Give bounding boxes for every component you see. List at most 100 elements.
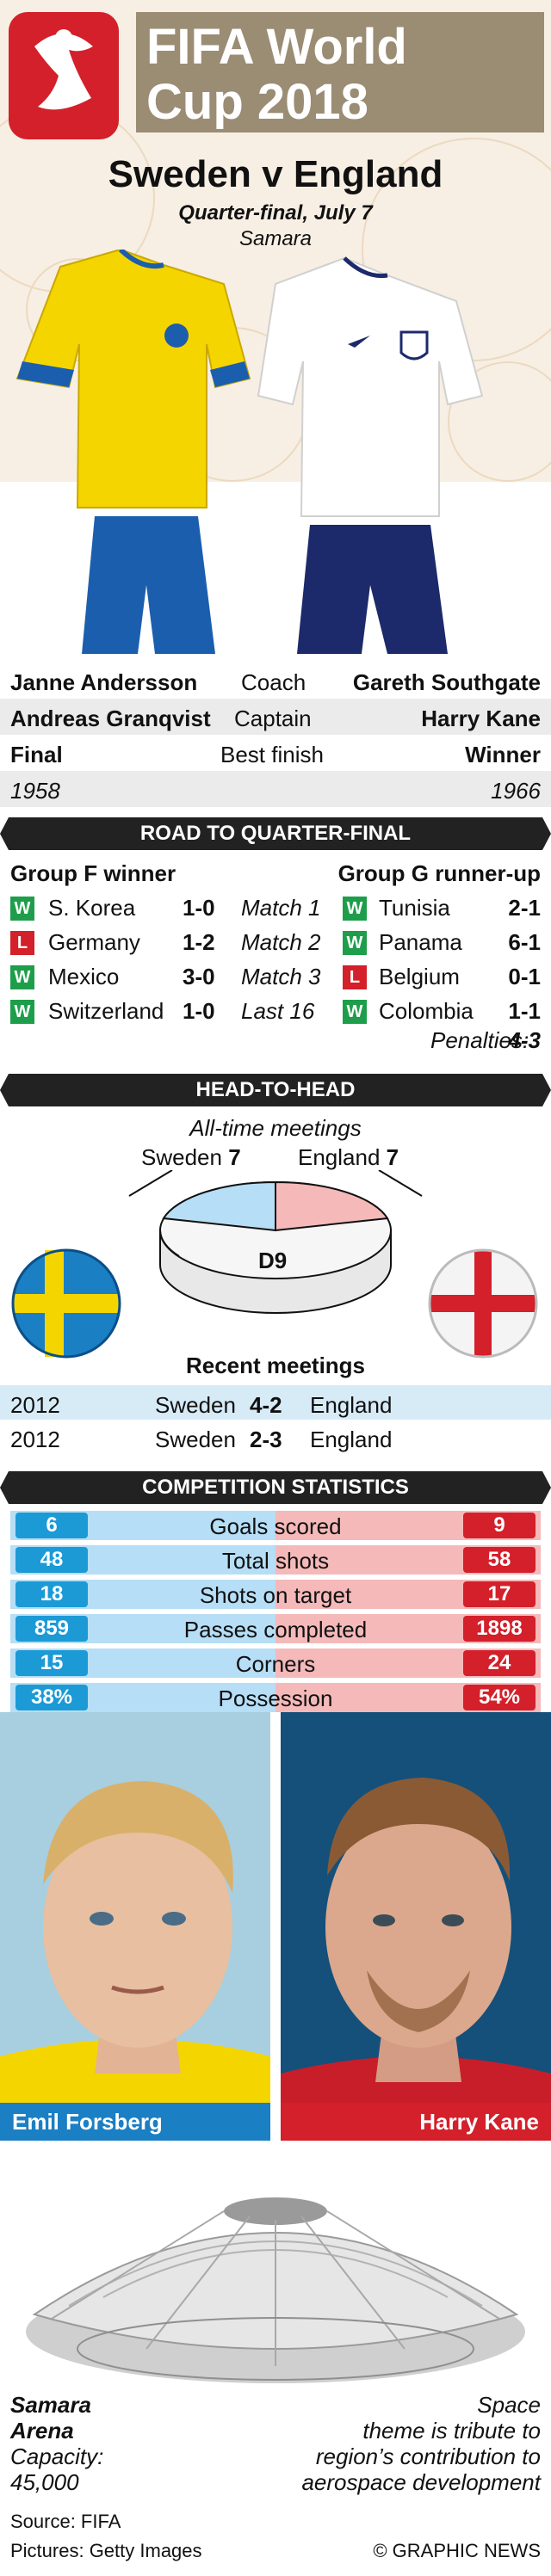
penalties-score: 4-3: [508, 1027, 541, 1053]
match-score: 2-1: [508, 895, 541, 921]
penalties-label: Penalties:: [430, 1027, 529, 1053]
stat-row: 6 9 Goals scored: [10, 1511, 541, 1540]
result-badge: W: [343, 1000, 367, 1024]
stat-row: 15 24 Corners: [10, 1649, 541, 1678]
sweden-stat-value: 6: [15, 1513, 88, 1538]
stat-row: 18 17 Shots on target: [10, 1580, 541, 1609]
result-badge: W: [343, 897, 367, 921]
stat-label: Possession: [218, 1685, 333, 1711]
match-score: 6-1: [508, 929, 541, 955]
sweden-player-caption: Emil Forsberg: [0, 2103, 270, 2141]
recent-away: England: [310, 1427, 393, 1452]
match-stage: Last 16: [241, 998, 315, 1024]
recent-row-2: 2012 Sweden 2-3 England: [0, 1420, 551, 1454]
road-header: ROAD TO QUARTER-FINAL: [0, 817, 551, 850]
england-best-year: 1966: [491, 778, 541, 804]
result-badge: W: [10, 1000, 34, 1024]
stadium-note-line-2: theme is tribute to: [362, 2418, 541, 2444]
match-stage: Match 3: [241, 964, 321, 989]
sweden-stat-value: 18: [15, 1581, 88, 1607]
stadium-note-line-4: aerospace development: [301, 2469, 541, 2495]
opponent-name: Tunisia: [379, 895, 450, 921]
result-badge: W: [10, 897, 34, 921]
match-stage: Match 1: [241, 895, 321, 921]
stat-row: 48 58 Total shots: [10, 1545, 541, 1575]
england-stat-value: 1898: [463, 1616, 536, 1642]
opponent-name: Belgium: [379, 964, 460, 989]
capacity-value: 45,000: [10, 2469, 79, 2495]
result-badge: W: [343, 931, 367, 955]
pictures-credit: Pictures: Getty Images: [10, 2540, 202, 2561]
match-score: 1-0: [183, 895, 215, 921]
recent-score: 4-2: [250, 1392, 282, 1418]
recent-year: 2012: [10, 1392, 60, 1418]
england-player-caption: Harry Kane: [281, 2103, 551, 2141]
stats-header: COMPETITION STATISTICS: [0, 1471, 551, 1504]
stat-label: Goals scored: [209, 1513, 342, 1539]
match-score: 1-1: [508, 998, 541, 1024]
result-badge: L: [10, 931, 34, 955]
stadium-name: Samara Arena: [10, 2392, 91, 2444]
england-player-photo: [281, 1712, 551, 2139]
result-badge: W: [10, 965, 34, 989]
stat-label: Corners: [235, 1651, 316, 1677]
england-group: Group G runner-up: [337, 860, 541, 886]
england-h2h-wins: 7: [386, 1144, 399, 1170]
sweden-player-photo: [0, 1712, 270, 2139]
match-round: Quarter-final, July 7: [178, 201, 373, 225]
sweden-stat-value: 38%: [15, 1685, 88, 1710]
stadium-capacity: Capacity: 45,000: [10, 2444, 103, 2495]
match-score: 1-2: [183, 929, 215, 955]
match-score: 3-0: [183, 964, 215, 989]
result-badge: L: [343, 965, 367, 989]
recent-home: Sweden: [155, 1427, 236, 1452]
title-line-2: Cup 2018: [146, 74, 368, 130]
stat-row: 38% 54% Possession: [10, 1683, 541, 1712]
sweden-stat-value: 48: [15, 1547, 88, 1573]
capacity-label: Capacity:: [10, 2444, 104, 2469]
england-stat-value: 24: [463, 1650, 536, 1676]
stadium-note: Space theme is tribute to region’s contr…: [301, 2392, 541, 2495]
england-best-finish: Winner: [465, 742, 541, 767]
opponent-name: Panama: [379, 929, 462, 955]
world-cup-logo: [9, 12, 119, 139]
title-box: FIFA World Cup 2018: [136, 12, 544, 132]
opponent-name: Colombia: [379, 998, 474, 1024]
best-finish-label: Best finish: [220, 742, 324, 767]
stat-label: Total shots: [221, 1548, 330, 1574]
stadium-name-line-2: Arena: [10, 2418, 74, 2444]
recent-row-1: 2012 Sweden 4-2 England: [0, 1385, 551, 1420]
england-coach: Gareth Southgate: [352, 669, 541, 695]
best-year-row: 1958 1966: [0, 771, 551, 807]
h2h-draws: D9: [258, 1248, 288, 1273]
england-wins-label: England 7: [298, 1144, 399, 1171]
sweden-kit: [15, 250, 251, 654]
stadium-note-line-3: region’s contribution to: [315, 2444, 541, 2469]
sweden-stat-value: 15: [15, 1650, 88, 1676]
england-stat-value: 58: [463, 1547, 536, 1573]
coach-row: Janne Andersson Coach Gareth Southgate: [0, 662, 551, 699]
sweden-stat-value: 859: [15, 1616, 88, 1642]
recent-meetings-title: Recent meetings: [185, 1353, 366, 1378]
england-stat-value: 9: [463, 1513, 536, 1538]
sweden-best-finish: Final: [10, 742, 63, 767]
coach-label: Coach: [241, 669, 306, 695]
recent-score: 2-3: [250, 1427, 282, 1452]
h2h-header: HEAD-TO-HEAD: [0, 1074, 551, 1106]
title-line-1: FIFA World: [146, 19, 407, 75]
opponent-name: S. Korea: [48, 895, 136, 921]
best-finish-row: Final Best finish Winner: [0, 735, 551, 771]
captain-row: Andreas Granqvist Captain Harry Kane: [0, 699, 551, 735]
sweden-coach: Janne Andersson: [10, 669, 198, 695]
team-kits: [15, 250, 484, 654]
sweden-h2h-name: Sweden: [141, 1144, 222, 1170]
stat-label: Passes completed: [183, 1617, 368, 1642]
opponent-name: Germany: [48, 929, 140, 955]
recent-away: England: [310, 1392, 393, 1418]
h2h-pie: [128, 1170, 423, 1314]
opponent-name: Mexico: [48, 964, 120, 989]
recent-home: Sweden: [155, 1392, 236, 1418]
sweden-ball-icon: [11, 1248, 121, 1359]
sweden-wins-label: Sweden 7: [141, 1144, 241, 1171]
stadium-note-line-1: Space: [477, 2392, 541, 2418]
